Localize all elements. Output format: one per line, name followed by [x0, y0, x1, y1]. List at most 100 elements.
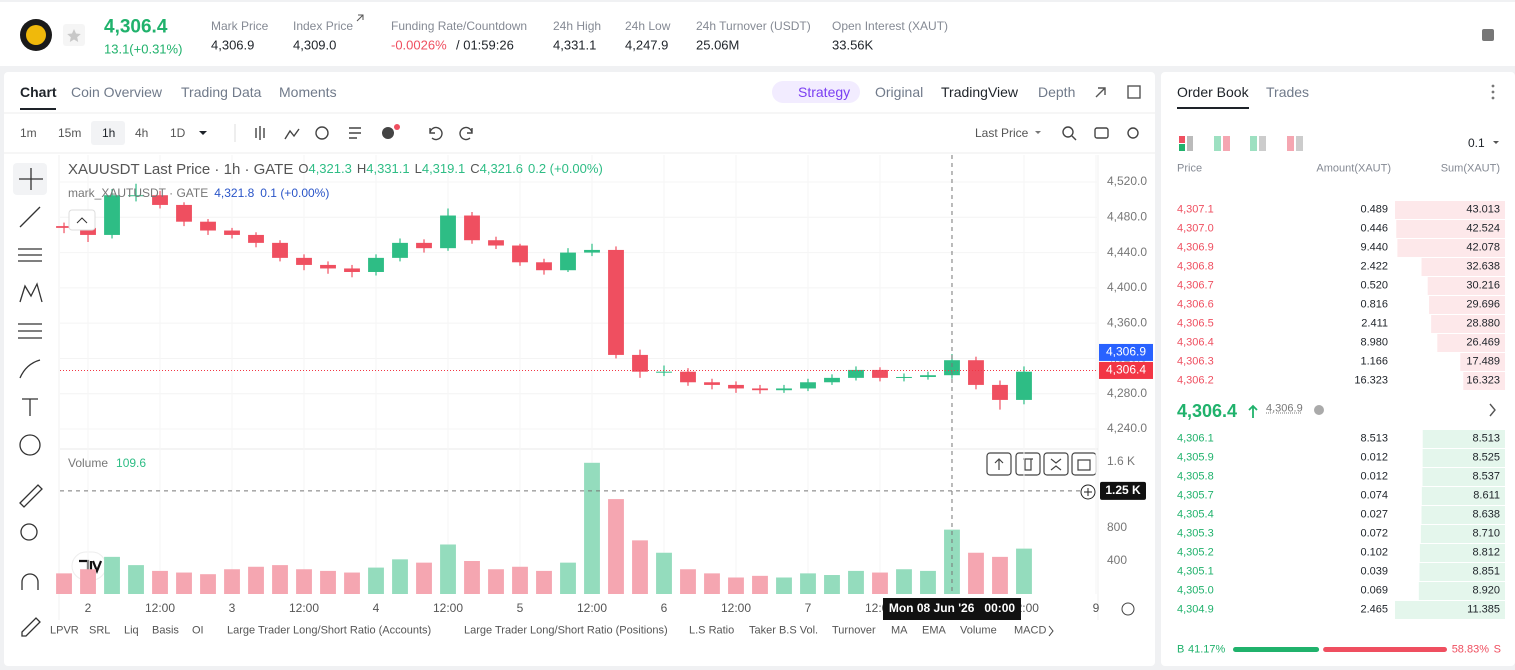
- chart-tab[interactable]: Trading Data: [181, 84, 262, 100]
- add-icon[interactable]: [382, 127, 394, 139]
- indicator-tab[interactable]: L.S Ratio: [689, 624, 735, 637]
- crosshair-add[interactable]: [1080, 484, 1096, 500]
- asks-price[interactable]: 4,306.6: [1177, 298, 1214, 311]
- asks-amount: 16.323: [1354, 374, 1388, 387]
- zoom-tool[interactable]: [20, 523, 38, 541]
- asks-price[interactable]: 4,306.7: [1177, 279, 1214, 292]
- redo-icon[interactable]: [459, 126, 473, 141]
- reset-icon[interactable]: [315, 126, 329, 140]
- chart-tab[interactable]: Chart: [20, 84, 57, 100]
- pencil-tool[interactable]: [21, 617, 41, 637]
- bids-price[interactable]: 4,306.1: [1177, 432, 1214, 445]
- indicator-tab[interactable]: Liq: [124, 624, 139, 637]
- interval[interactable]: 1h: [102, 126, 116, 140]
- indicator-tab[interactable]: Taker B.S Vol.: [749, 624, 819, 637]
- indicator-tab[interactable]: Basis: [152, 624, 179, 637]
- view-tab[interactable]: TradingView: [941, 84, 1019, 100]
- pattern-tool[interactable]: [19, 282, 43, 303]
- indicator-tab[interactable]: MA: [891, 624, 908, 637]
- chart-tab[interactable]: Coin Overview: [71, 84, 163, 100]
- asks-price[interactable]: 4,306.4: [1177, 336, 1214, 349]
- indicator-tab[interactable]: LPVR: [50, 624, 79, 637]
- interval[interactable]: 4h: [135, 126, 149, 140]
- channel-tool[interactable]: [18, 248, 42, 262]
- ruler-tool[interactable]: [19, 484, 43, 508]
- view-tab[interactable]: Strategy: [798, 84, 851, 100]
- bids-price[interactable]: 4,305.9: [1177, 451, 1214, 464]
- indicators-next[interactable]: [1048, 625, 1054, 637]
- emoji-tool[interactable]: [19, 434, 41, 456]
- dropdown-arrow[interactable]: [199, 131, 207, 135]
- asks-price[interactable]: 4,307.0: [1177, 222, 1214, 235]
- asks-price[interactable]: 4,306.5: [1177, 317, 1214, 330]
- search-icon[interactable]: [1062, 126, 1074, 138]
- view-tab[interactable]: Original: [875, 84, 924, 100]
- menu-icon[interactable]: [1482, 29, 1494, 41]
- mark-price-label: 4,306.9: [1106, 345, 1146, 359]
- indicator-tab[interactable]: MACD: [1014, 624, 1047, 637]
- chart-tab[interactable]: Moments: [279, 84, 337, 100]
- orderbook-tab[interactable]: Order Book: [1177, 84, 1249, 100]
- delete-button[interactable]: [1015, 452, 1041, 476]
- interval-active: [91, 121, 125, 145]
- orderbook-tab[interactable]: Trades: [1266, 84, 1310, 100]
- collapse-button[interactable]: [1043, 452, 1069, 476]
- more-icon[interactable]: [1491, 84, 1495, 100]
- interval[interactable]: 15m: [58, 126, 82, 140]
- asks-price[interactable]: 4,306.9: [1177, 241, 1214, 254]
- text-tool[interactable]: [22, 398, 38, 416]
- interval[interactable]: 1m: [20, 126, 37, 140]
- dropdown-arrow[interactable]: [1493, 141, 1499, 144]
- asks-price[interactable]: 4,306.2: [1177, 374, 1214, 387]
- settings-icon[interactable]: [1127, 127, 1139, 139]
- undo-icon[interactable]: [429, 126, 443, 141]
- collapse-legend[interactable]: [68, 209, 96, 231]
- legend-c: C: [470, 161, 479, 176]
- brush-tool[interactable]: [19, 359, 41, 379]
- magnet-tool[interactable]: [21, 573, 39, 590]
- candle-body: [992, 384, 1008, 400]
- crosshair-tool[interactable]: [19, 168, 43, 190]
- fullscreen-icon[interactable]: [1095, 87, 1106, 98]
- camera-icon[interactable]: [1094, 127, 1109, 139]
- indicator-tab[interactable]: Large Trader Long/Short Ratio (Accounts): [227, 624, 432, 637]
- indicator-tab[interactable]: EMA: [922, 624, 946, 637]
- bids-price[interactable]: 4,305.8: [1177, 470, 1214, 483]
- bids-price[interactable]: 4,304.9: [1177, 603, 1214, 616]
- maximize-button[interactable]: [1071, 452, 1097, 476]
- indicator-icon[interactable]: [284, 128, 300, 140]
- indicator-tab[interactable]: SRL: [89, 624, 111, 637]
- bids-sum: 8.920: [1472, 584, 1500, 597]
- indicator-tab[interactable]: Large Trader Long/Short Ratio (Positions…: [464, 624, 668, 637]
- window-icon[interactable]: [1127, 85, 1141, 99]
- bids-price[interactable]: 4,305.7: [1177, 489, 1214, 502]
- depth-bar: [1431, 315, 1505, 333]
- x-tick-label: 2: [85, 601, 92, 615]
- asks-price[interactable]: 4,306.3: [1177, 355, 1214, 368]
- price-type-select[interactable]: Last Price: [975, 126, 1029, 140]
- axis-settings[interactable]: [1121, 602, 1135, 616]
- dropdown-arrow[interactable]: [1035, 131, 1041, 134]
- asks-price[interactable]: 4,307.1: [1177, 203, 1214, 216]
- strategy-pill[interactable]: [772, 81, 860, 103]
- candle-type-icon[interactable]: [255, 126, 265, 140]
- asks-price[interactable]: 4,306.8: [1177, 260, 1214, 273]
- asks-sum: 26.469: [1466, 336, 1500, 349]
- view-tab[interactable]: Depth: [1038, 84, 1076, 100]
- indicator-tab[interactable]: Volume: [960, 624, 997, 637]
- bids-price[interactable]: 4,305.4: [1177, 508, 1214, 521]
- stat-label: Open Interest (XAUT): [832, 19, 949, 33]
- indicator-tab[interactable]: Turnover: [832, 624, 876, 637]
- precision-select[interactable]: 0.1: [1468, 136, 1485, 150]
- line-tool[interactable]: [19, 206, 41, 228]
- template-icon[interactable]: [349, 127, 361, 139]
- fib-tool[interactable]: [18, 323, 42, 339]
- bids-price[interactable]: 4,305.0: [1177, 584, 1214, 597]
- bids-price[interactable]: 4,305.1: [1177, 565, 1214, 578]
- interval[interactable]: 1D: [170, 126, 186, 140]
- bids-price[interactable]: 4,305.3: [1177, 527, 1214, 540]
- indicator-tab[interactable]: OI: [192, 624, 204, 637]
- volume-tick-label: 800: [1107, 520, 1127, 534]
- bids-price[interactable]: 4,305.2: [1177, 546, 1214, 559]
- more-arrow[interactable]: [1489, 403, 1496, 417]
